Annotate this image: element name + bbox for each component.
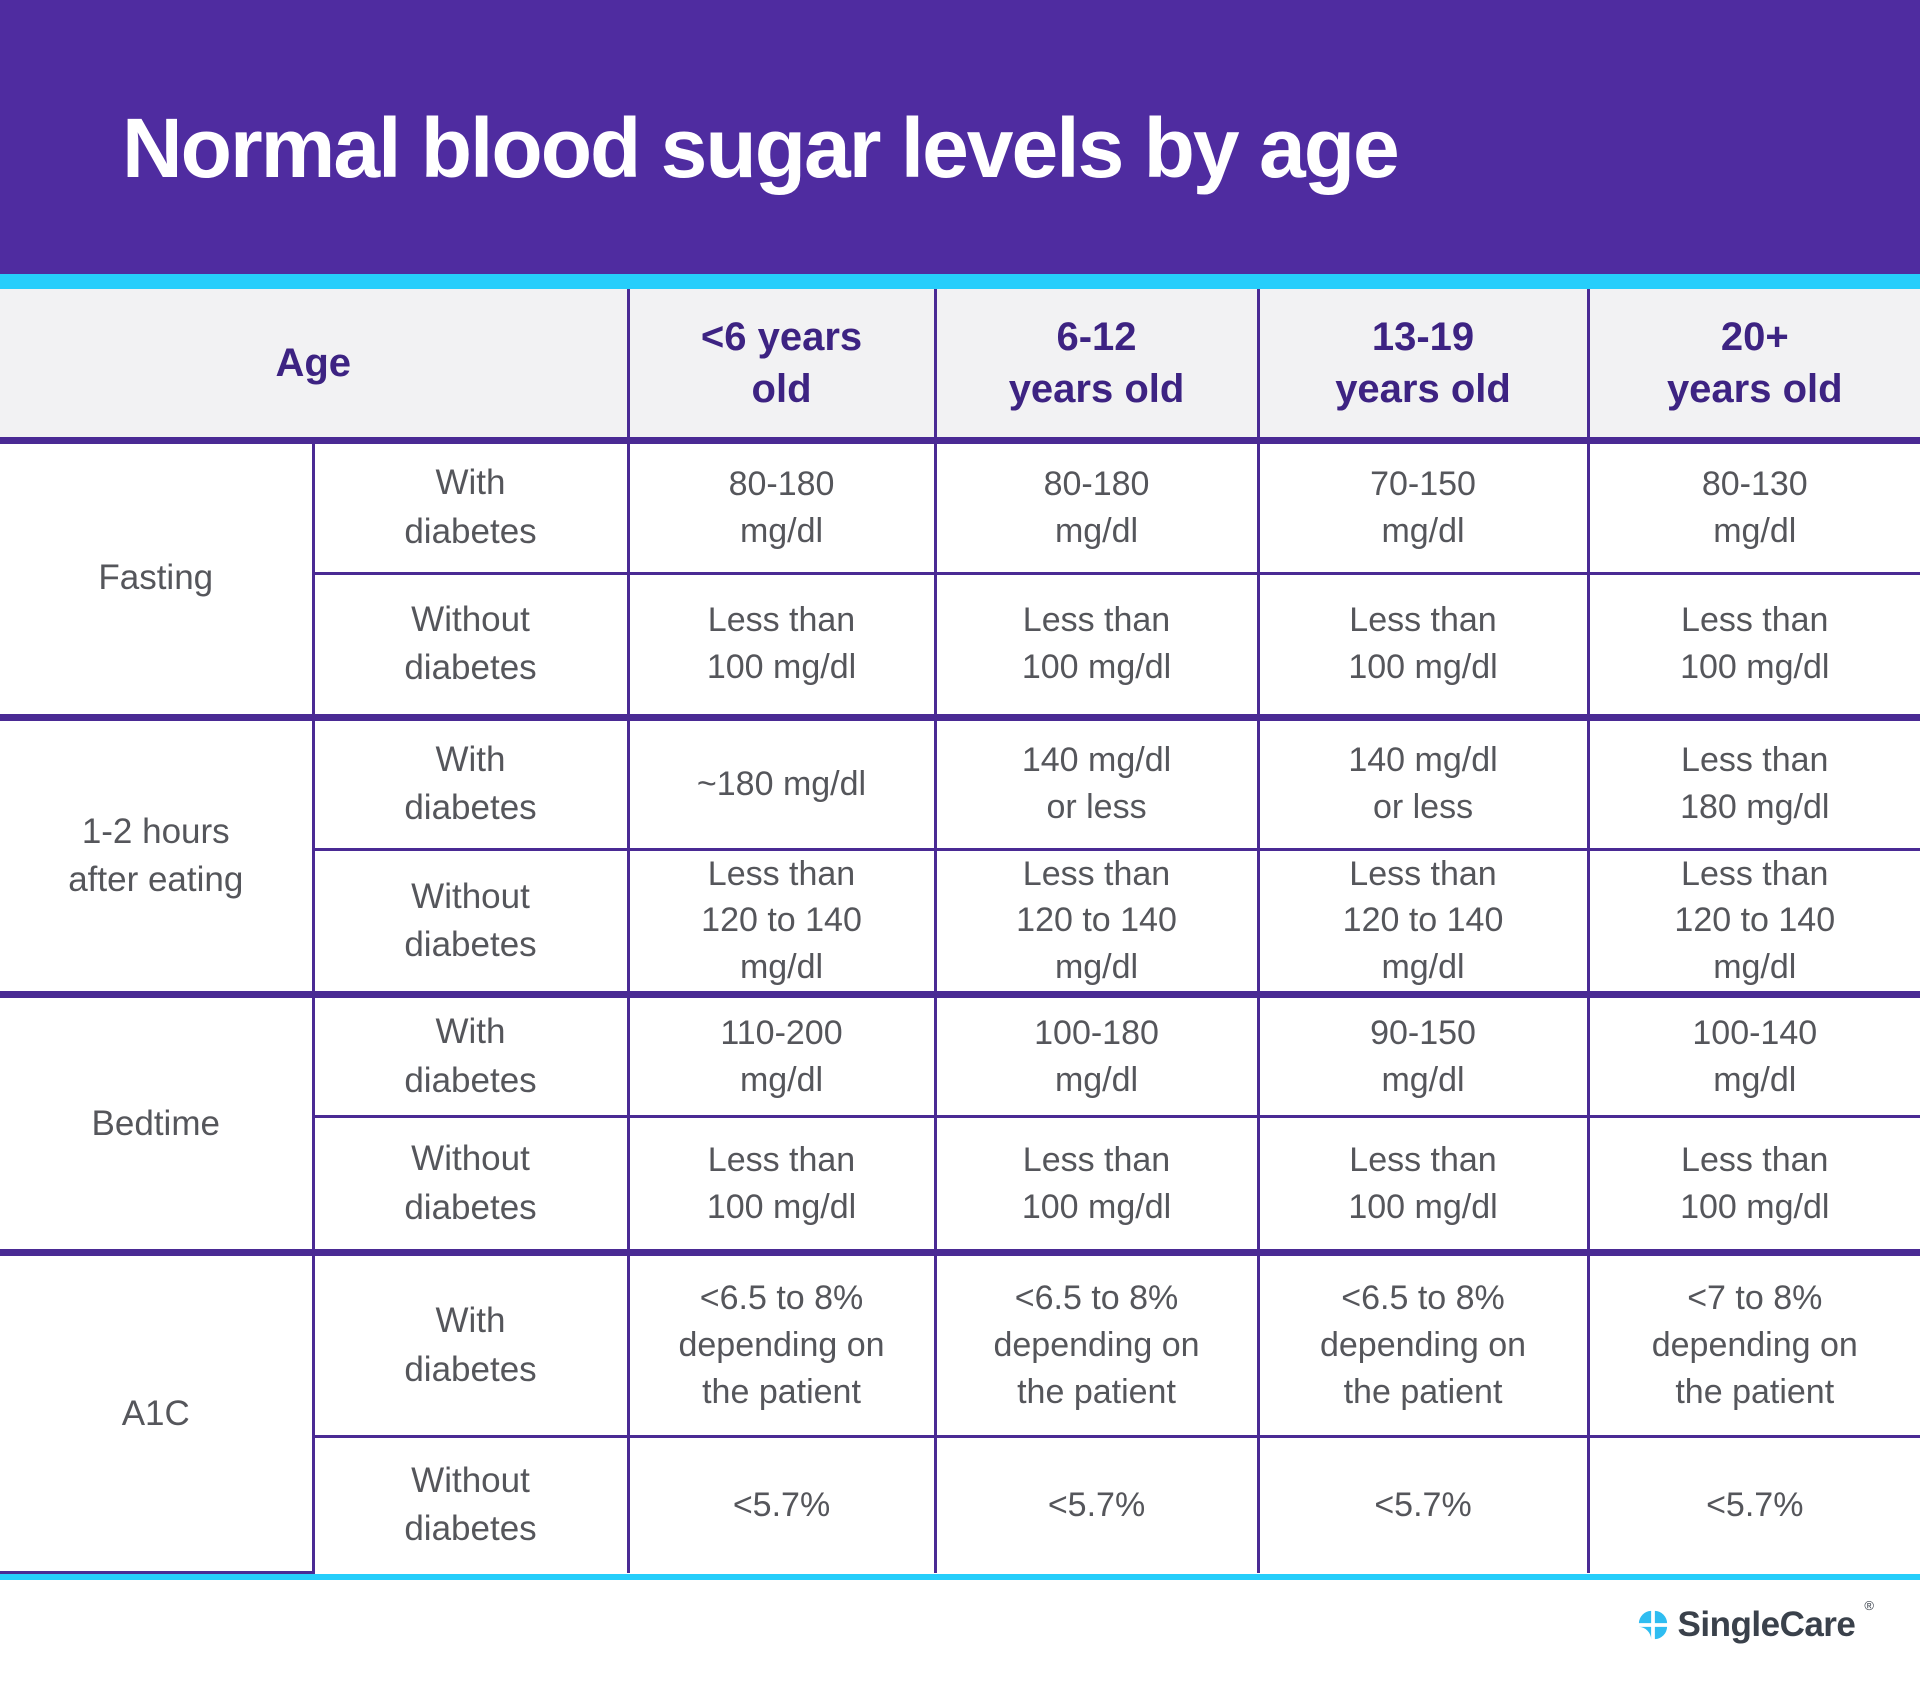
value-cell: 80-180 mg/dl bbox=[626, 436, 937, 575]
value-cell: <5.7% bbox=[1586, 1435, 1920, 1573]
condition-label: With diabetes bbox=[311, 1249, 630, 1439]
value-cell: Less than 180 mg/dl bbox=[1586, 713, 1920, 851]
value-cell: Less than 120 to 140 mg/dl bbox=[626, 847, 937, 997]
condition-label: Without diabetes bbox=[311, 1435, 630, 1573]
value-cell: <6.5 to 8% depending on the patient bbox=[1256, 1249, 1590, 1439]
value-cell: Less than 100 mg/dl bbox=[1586, 1115, 1920, 1255]
value-cell: 100-140 mg/dl bbox=[1586, 991, 1920, 1119]
column-header-20-plus: 20+ years old bbox=[1586, 289, 1920, 444]
value-cell: 140 mg/dl or less bbox=[1256, 713, 1590, 851]
condition-label: With diabetes bbox=[311, 713, 630, 851]
condition-label: Without diabetes bbox=[311, 571, 630, 719]
header-row: Age <6 years old 6-12 years old 13-19 ye… bbox=[0, 289, 1920, 444]
value-cell: Less than 100 mg/dl bbox=[1256, 1115, 1590, 1255]
value-cell: Less than 100 mg/dl bbox=[933, 1115, 1260, 1255]
condition-label: With diabetes bbox=[311, 991, 630, 1119]
table-row: A1C With diabetes <6.5 to 8% depending o… bbox=[0, 1249, 1920, 1575]
value-cell: Less than 100 mg/dl bbox=[626, 571, 937, 719]
column-header-6-12: 6-12 years old bbox=[933, 289, 1260, 444]
section-label-a1c: A1C bbox=[0, 1249, 315, 1575]
column-header-under-6: <6 years old bbox=[626, 289, 937, 444]
table-row: Bedtime With diabetes 110-200 mg/dl 100-… bbox=[0, 991, 1920, 1255]
value-cell: <7 to 8% depending on the patient bbox=[1586, 1249, 1920, 1439]
value-cell: 80-180 mg/dl bbox=[933, 436, 1260, 575]
value-cell: Less than 100 mg/dl bbox=[933, 571, 1260, 719]
value-cell: <6.5 to 8% depending on the patient bbox=[626, 1249, 937, 1439]
value-cell: Less than 100 mg/dl bbox=[1256, 571, 1590, 719]
column-header-13-19: 13-19 years old bbox=[1256, 289, 1590, 444]
table-row: Fasting With diabetes 80-180 mg/dl 80-18… bbox=[0, 436, 1920, 719]
page-title: Normal blood sugar levels by age bbox=[122, 100, 1400, 195]
value-cell: <5.7% bbox=[933, 1435, 1260, 1573]
condition-label: With diabetes bbox=[311, 436, 630, 575]
value-cell: 80-130 mg/dl bbox=[1586, 436, 1920, 575]
value-cell: Less than 120 to 140 mg/dl bbox=[933, 847, 1260, 997]
footer: SingleCare ® bbox=[0, 1580, 1920, 1670]
value-cell: 70-150 mg/dl bbox=[1256, 436, 1590, 575]
condition-label: Without diabetes bbox=[311, 847, 630, 997]
section-label-bedtime: Bedtime bbox=[0, 991, 315, 1255]
title-bar: Normal blood sugar levels by age bbox=[0, 0, 1920, 274]
value-cell: 90-150 mg/dl bbox=[1256, 991, 1590, 1119]
table-row: Without diabetes Less than 100 mg/dl Les… bbox=[0, 571, 1920, 719]
table-row: Without diabetes Less than 100 mg/dl Les… bbox=[0, 1115, 1920, 1255]
table-row: Without diabetes Less than 120 to 140 mg… bbox=[0, 847, 1920, 997]
registered-trademark-symbol: ® bbox=[1864, 1598, 1874, 1614]
value-cell: 110-200 mg/dl bbox=[626, 991, 937, 1119]
value-cell: ~180 mg/dl bbox=[626, 713, 937, 851]
value-cell: 100-180 mg/dl bbox=[933, 991, 1260, 1119]
singlecare-logo-text: SingleCare bbox=[1677, 1605, 1856, 1645]
value-cell: <5.7% bbox=[626, 1435, 937, 1573]
value-cell: Less than 120 to 140 mg/dl bbox=[1256, 847, 1590, 997]
section-label-after-eating: 1-2 hours after eating bbox=[0, 713, 315, 997]
value-cell: <6.5 to 8% depending on the patient bbox=[933, 1249, 1260, 1439]
table-row: Without diabetes <5.7% <5.7% <5.7% <5.7% bbox=[0, 1435, 1920, 1573]
section-label-fasting: Fasting bbox=[0, 436, 315, 719]
value-cell: <5.7% bbox=[1256, 1435, 1590, 1573]
column-header-age: Age bbox=[0, 289, 630, 444]
top-cyan-divider bbox=[0, 274, 1920, 289]
value-cell: Less than 100 mg/dl bbox=[1586, 571, 1920, 719]
value-cell: Less than 120 to 140 mg/dl bbox=[1586, 847, 1920, 997]
bottom-cyan-divider bbox=[0, 1574, 1920, 1581]
value-cell: Less than 100 mg/dl bbox=[626, 1115, 937, 1255]
table-row: 1-2 hours after eating With diabetes ~18… bbox=[0, 713, 1920, 997]
condition-label: Without diabetes bbox=[311, 1115, 630, 1255]
singlecare-clover-icon bbox=[1638, 1610, 1667, 1639]
value-cell: 140 mg/dl or less bbox=[933, 713, 1260, 851]
blood-sugar-table: Age <6 years old 6-12 years old 13-19 ye… bbox=[0, 289, 1920, 1575]
